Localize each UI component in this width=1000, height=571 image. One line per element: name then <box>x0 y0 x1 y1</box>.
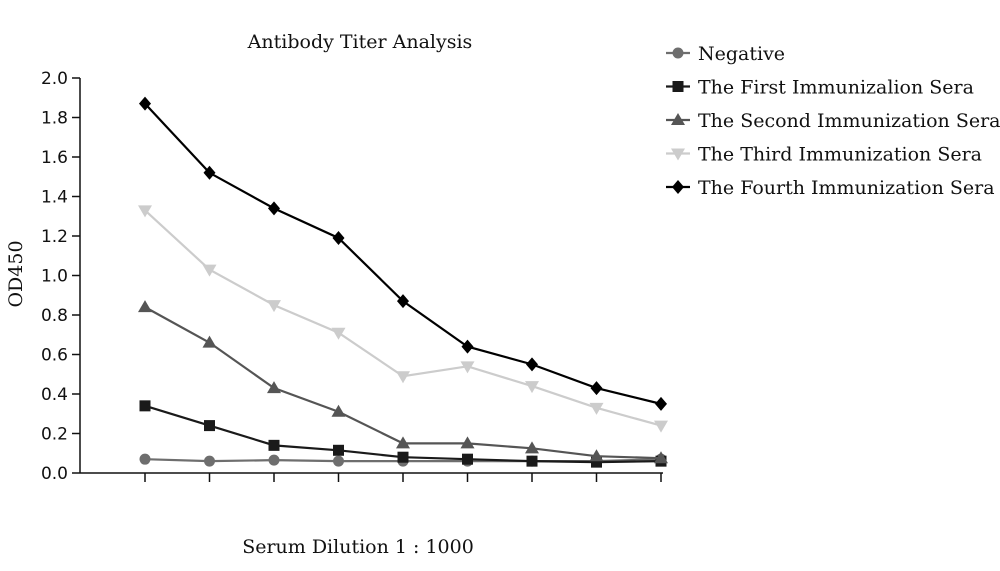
legend-marker <box>672 180 684 194</box>
legend-marker <box>672 81 684 92</box>
y-tick-label: 0.8 <box>41 306 68 326</box>
plot-area <box>138 96 668 468</box>
data-point <box>525 441 539 454</box>
data-point <box>204 455 215 467</box>
y-tick-label: 0.0 <box>41 464 68 484</box>
legend-marker <box>671 148 685 161</box>
legend: Negative The First Immunizalion Sera The S… <box>666 43 1000 199</box>
legend-label: The Third Immunization Sera <box>698 144 982 166</box>
data-point <box>654 451 668 464</box>
data-point <box>396 371 410 384</box>
data-point <box>589 402 604 415</box>
y-tick-label: 1.8 <box>41 109 68 129</box>
data-point <box>139 400 151 412</box>
legend-label: The First Immunizalion Sera <box>698 77 974 99</box>
data-point <box>268 201 280 216</box>
legend-label: The Second Immunization Sera <box>698 110 1000 132</box>
data-point <box>203 165 216 180</box>
data-point <box>591 456 602 468</box>
y-tick-label: 2.0 <box>41 69 68 89</box>
data-point <box>654 420 668 433</box>
legend-marker <box>672 47 684 59</box>
x-axis-title: Serum Dilution 1 : 1000 <box>242 536 474 558</box>
data-point <box>331 327 346 340</box>
data-point <box>267 381 281 394</box>
x-ticks <box>144 473 662 482</box>
data-point <box>461 339 474 354</box>
legend-label: The Fourth Immunization Sera <box>698 177 995 199</box>
data-point <box>138 205 152 218</box>
series-line-4 <box>144 209 662 427</box>
y-tick-label: 0.4 <box>41 385 68 405</box>
data-point <box>462 453 473 465</box>
data-point <box>332 230 345 245</box>
data-point <box>333 444 344 456</box>
chart-title: Antibody Titer Analysis <box>247 31 473 53</box>
data-point <box>589 449 604 462</box>
y-tick-label: 1.4 <box>41 188 68 208</box>
data-point <box>202 264 217 277</box>
y-ticks: 0.0 0.2 0.4 0.6 0.8 1.0 1.2 1.4 1.6 1.8 2.0 <box>41 69 80 484</box>
data-point <box>267 300 281 313</box>
y-tick-label: 1.6 <box>41 148 68 168</box>
data-point <box>460 361 475 374</box>
data-point <box>460 436 475 449</box>
data-point <box>526 357 538 372</box>
data-point <box>655 396 667 411</box>
data-point <box>396 436 410 449</box>
data-point <box>204 420 215 432</box>
data-point <box>139 96 151 111</box>
y-tick-label: 0.2 <box>41 425 68 445</box>
legend-marker <box>671 113 685 125</box>
data-point <box>526 455 538 467</box>
y-axis-title: OD450 <box>5 240 27 307</box>
data-point <box>268 439 280 451</box>
data-point <box>202 335 217 348</box>
data-point <box>525 381 539 394</box>
data-point <box>397 451 409 463</box>
y-tick-label: 1.0 <box>41 267 68 287</box>
y-tick-label: 1.2 <box>41 227 68 247</box>
legend-label: Negative <box>698 43 785 65</box>
data-point <box>331 404 346 417</box>
data-point <box>397 294 409 309</box>
data-point <box>590 381 603 396</box>
data-point <box>268 454 280 466</box>
series-line-5 <box>144 102 662 405</box>
data-point <box>138 300 152 313</box>
data-point <box>333 455 344 467</box>
data-point <box>139 453 151 465</box>
y-tick-label: 0.6 <box>41 346 68 366</box>
